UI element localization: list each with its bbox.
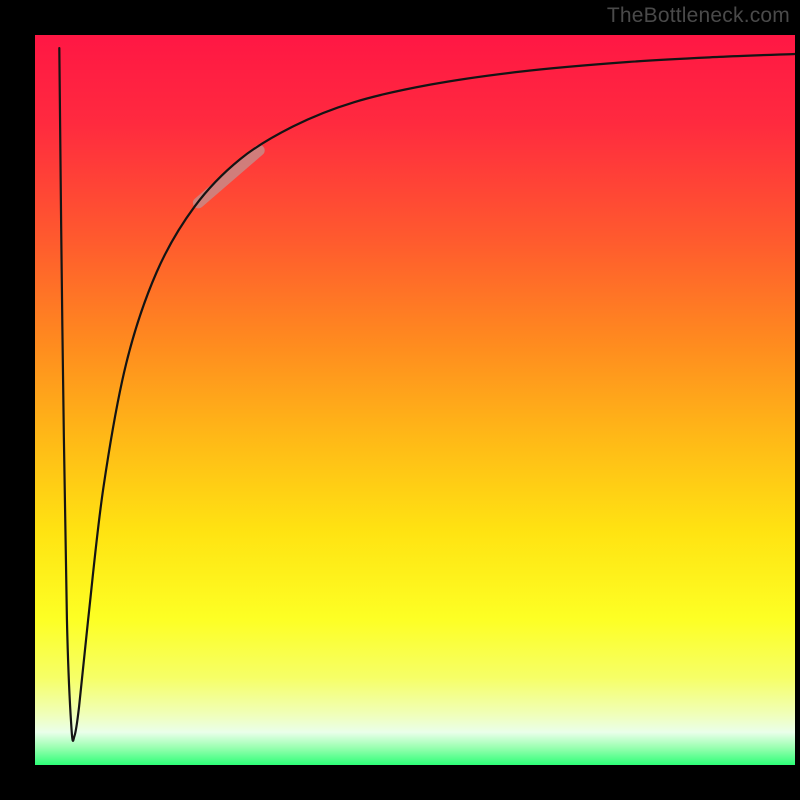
highlight-segment [198,150,259,203]
bottleneck-curve [59,48,795,741]
watermark-text: TheBottleneck.com [607,4,790,28]
curve-layer [35,35,795,765]
plot-area [35,35,795,765]
